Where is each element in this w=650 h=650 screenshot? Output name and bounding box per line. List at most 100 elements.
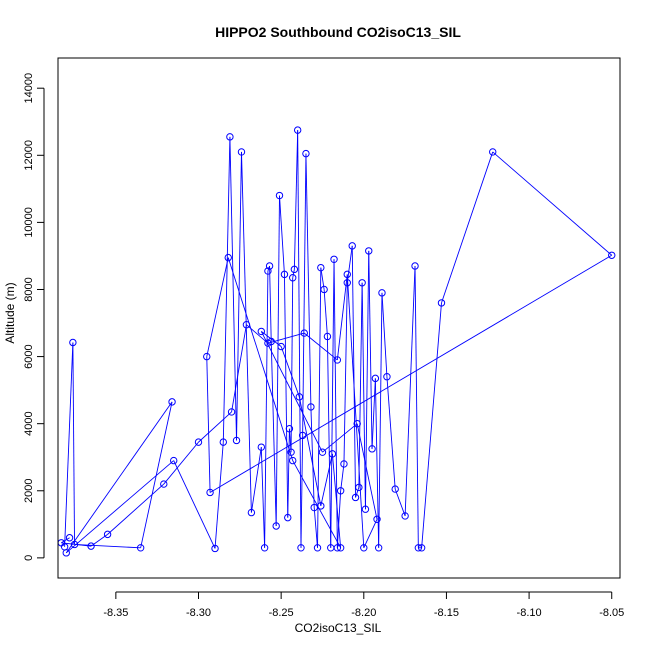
plot-lines xyxy=(61,130,613,554)
data-point xyxy=(353,419,361,428)
data-point xyxy=(323,332,332,341)
series-segment xyxy=(310,406,315,508)
series-segment xyxy=(414,265,419,548)
x-tick-label: -8.05 xyxy=(599,607,624,619)
series-segment xyxy=(300,435,304,548)
data-point xyxy=(247,508,256,517)
y-tick-label: 2000 xyxy=(23,479,35,503)
x-tick-label: -8.10 xyxy=(517,607,542,619)
data-point xyxy=(391,485,399,493)
series-segment xyxy=(331,453,342,548)
data-point xyxy=(257,327,266,336)
series-segment xyxy=(264,271,269,548)
data-point xyxy=(340,460,348,468)
data-point xyxy=(358,279,366,287)
data-point xyxy=(317,502,325,510)
y-tick-label: 8000 xyxy=(23,277,35,301)
data-point xyxy=(160,480,168,488)
series-segment xyxy=(280,346,300,397)
axes: -8.35 -8.30 -8.25 -8.20 -8.15 -8.10 -8.05 0 2000… xyxy=(23,73,624,619)
data-point xyxy=(371,374,380,383)
series-segment xyxy=(163,441,199,485)
data-point xyxy=(284,513,292,522)
data-point xyxy=(232,436,241,445)
data-point xyxy=(368,445,376,453)
series-segment xyxy=(358,282,363,488)
data-point xyxy=(264,267,272,275)
series-segment xyxy=(269,265,272,342)
data-point xyxy=(608,251,616,259)
data-point xyxy=(69,338,77,347)
series-segment xyxy=(292,269,295,278)
data-point xyxy=(280,270,289,279)
data-point xyxy=(295,393,304,401)
series-segment xyxy=(305,153,312,407)
series-segment xyxy=(313,507,318,548)
series-segment xyxy=(320,453,333,506)
data-point xyxy=(328,450,337,458)
data-point xyxy=(355,483,363,492)
data-point xyxy=(290,265,299,274)
data-point xyxy=(437,299,446,307)
data-point xyxy=(307,403,315,411)
data-point xyxy=(260,544,269,552)
series-segment xyxy=(260,331,323,453)
data-point xyxy=(264,339,272,347)
data-point xyxy=(361,505,370,513)
data-point xyxy=(257,443,266,451)
data-point xyxy=(360,544,368,552)
series-segment xyxy=(279,195,285,275)
series-segment xyxy=(72,342,75,545)
y-tick-label: 10000 xyxy=(23,207,35,238)
series-segment xyxy=(394,488,406,517)
series-segment xyxy=(322,423,358,453)
data-point xyxy=(103,530,112,539)
x-tick-label: -8.30 xyxy=(186,607,211,619)
data-point xyxy=(317,263,325,272)
series-segment xyxy=(236,151,242,441)
data-point xyxy=(65,534,74,542)
series-segment xyxy=(173,460,216,549)
data-point xyxy=(411,262,419,270)
series-segment xyxy=(198,411,232,443)
series-segment xyxy=(206,257,229,357)
data-point xyxy=(170,456,178,465)
data-point xyxy=(287,448,295,456)
series-segment xyxy=(284,274,289,518)
data-point xyxy=(203,352,211,361)
series-segment xyxy=(336,274,348,360)
series-segment xyxy=(374,378,380,548)
series-segment xyxy=(298,396,322,506)
data-point xyxy=(417,544,426,552)
series-segment xyxy=(421,302,442,548)
data-point xyxy=(285,425,294,433)
data-point xyxy=(272,522,280,530)
series-segment xyxy=(206,356,211,493)
data-point xyxy=(333,356,342,364)
data-point xyxy=(373,515,381,523)
series-segment xyxy=(107,483,165,535)
x-tick-label: -8.20 xyxy=(351,607,376,619)
data-point xyxy=(62,549,70,557)
series-segment xyxy=(250,447,262,513)
data-point xyxy=(365,247,373,255)
data-point xyxy=(351,493,360,502)
series-segment xyxy=(355,487,360,498)
series-segment xyxy=(293,130,299,270)
y-tick-label: 0 xyxy=(23,555,35,561)
series-segment xyxy=(368,250,373,449)
data-point xyxy=(378,289,386,297)
series-segment xyxy=(61,537,70,544)
data-point xyxy=(298,431,307,440)
data-point xyxy=(224,253,232,262)
data-point xyxy=(227,408,236,416)
series-segment xyxy=(292,460,342,549)
chart-title: HIPPO2 Southbound CO2isoC13_SIL xyxy=(215,24,461,40)
series-segment xyxy=(231,324,247,413)
series-segment xyxy=(363,519,378,548)
series-segment xyxy=(346,274,365,548)
series-segment xyxy=(304,332,338,361)
data-point xyxy=(343,279,351,287)
data-point xyxy=(293,126,302,134)
